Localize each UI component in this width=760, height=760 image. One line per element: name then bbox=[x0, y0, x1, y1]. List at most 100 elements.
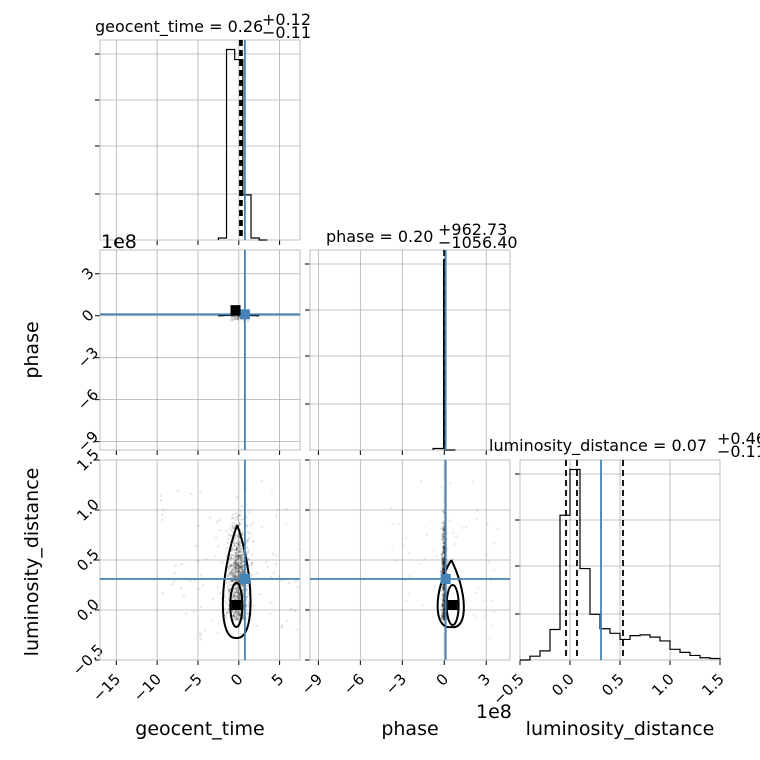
sample-point bbox=[235, 610, 239, 614]
sample-point bbox=[442, 559, 445, 562]
sample-point bbox=[442, 552, 446, 555]
sample-point bbox=[441, 611, 445, 614]
sample-point bbox=[442, 612, 446, 615]
sample-point bbox=[233, 597, 236, 600]
ticklabel-x-phase: −9 bbox=[298, 670, 326, 698]
sample-point bbox=[235, 572, 238, 575]
offset-label-phase-y: 1e8 bbox=[101, 231, 137, 253]
sample-point bbox=[249, 532, 252, 535]
sample-point bbox=[441, 567, 444, 570]
sample-point bbox=[442, 548, 446, 552]
sample-point bbox=[237, 592, 241, 595]
sample-point bbox=[235, 567, 239, 570]
sample-point bbox=[442, 556, 446, 559]
sample-point bbox=[442, 594, 446, 597]
sample-point bbox=[236, 612, 240, 615]
sample-point bbox=[441, 595, 445, 598]
sample-point bbox=[233, 551, 237, 555]
sample-point bbox=[442, 561, 445, 564]
sample-point bbox=[442, 618, 446, 621]
sample-point bbox=[246, 531, 250, 534]
sample-point bbox=[245, 588, 248, 591]
truth-point-geocent-time-vs-luminosity-distance bbox=[239, 574, 250, 584]
sample-point bbox=[486, 522, 489, 526]
sample-point bbox=[236, 591, 239, 595]
sample-point bbox=[229, 564, 233, 568]
sample-point bbox=[316, 582, 318, 584]
sample-point bbox=[245, 584, 248, 588]
sample-point bbox=[226, 541, 229, 545]
ticklabel-x-geocent_time: 5 bbox=[268, 670, 287, 689]
sample-point bbox=[232, 613, 236, 616]
sample-point bbox=[239, 555, 242, 558]
sample-point bbox=[233, 563, 236, 567]
sample-point bbox=[274, 514, 278, 517]
sample-point bbox=[159, 499, 163, 502]
sample-point bbox=[227, 572, 231, 575]
title-phase-sup: +962.73 bbox=[438, 220, 507, 239]
sample-point bbox=[440, 553, 444, 556]
sample-point bbox=[237, 611, 241, 614]
sample-point bbox=[230, 557, 233, 560]
sample-point bbox=[442, 615, 446, 618]
sample-point bbox=[442, 597, 445, 601]
sample-point bbox=[229, 570, 233, 573]
sample-point bbox=[442, 522, 445, 525]
sample-point bbox=[441, 552, 444, 556]
sample-point bbox=[235, 567, 238, 571]
sample-point bbox=[442, 586, 446, 589]
sample-point bbox=[251, 561, 254, 565]
sample-point bbox=[441, 614, 444, 617]
sample-point bbox=[234, 558, 238, 562]
sample-point bbox=[237, 564, 241, 568]
sample-point bbox=[490, 599, 493, 603]
sample-point bbox=[192, 610, 196, 614]
title-luminosity-distance-sub: −0.11 bbox=[717, 442, 760, 461]
sample-point bbox=[442, 547, 445, 550]
sample-point bbox=[237, 589, 240, 592]
sample-point bbox=[228, 580, 231, 584]
sample-point bbox=[408, 574, 411, 578]
sample-point bbox=[440, 486, 443, 489]
sample-point bbox=[250, 563, 254, 567]
sample-point bbox=[441, 571, 444, 574]
sample-point bbox=[237, 514, 241, 517]
contour-outer bbox=[436, 559, 465, 629]
sample-point bbox=[226, 568, 230, 571]
sample-point bbox=[440, 614, 444, 618]
ticklabel-x-geocent_time: −5 bbox=[177, 670, 205, 698]
sample-point bbox=[240, 554, 244, 557]
sample-point bbox=[442, 617, 445, 621]
sample-point bbox=[442, 598, 445, 601]
sample-point bbox=[442, 561, 445, 565]
sample-point bbox=[233, 315, 237, 319]
sample-point bbox=[234, 597, 238, 600]
sample-point bbox=[240, 567, 244, 571]
sample-point bbox=[238, 614, 242, 617]
sample-point bbox=[442, 607, 445, 610]
sample-point bbox=[442, 530, 445, 533]
sample-point bbox=[238, 553, 241, 556]
sample-point bbox=[442, 601, 446, 605]
sample-point bbox=[232, 614, 236, 618]
sample-point bbox=[231, 574, 234, 577]
sample-point bbox=[239, 559, 243, 563]
sample-point bbox=[269, 575, 273, 578]
sample-point bbox=[476, 509, 479, 512]
sample-point bbox=[241, 568, 244, 571]
sample-point bbox=[391, 545, 394, 548]
panel-phase-hist bbox=[309, 249, 511, 451]
sample-point bbox=[241, 505, 244, 508]
sample-point bbox=[236, 570, 240, 574]
sample-point bbox=[235, 515, 238, 519]
sample-point bbox=[305, 507, 307, 509]
sample-point bbox=[442, 541, 446, 544]
sample-point bbox=[442, 548, 446, 551]
sample-point bbox=[236, 596, 239, 600]
sample-point bbox=[247, 558, 251, 561]
sample-point bbox=[239, 554, 242, 558]
sample-point bbox=[477, 586, 480, 589]
sample-point bbox=[234, 615, 237, 619]
sample-point bbox=[231, 570, 234, 573]
sample-point bbox=[235, 575, 238, 579]
